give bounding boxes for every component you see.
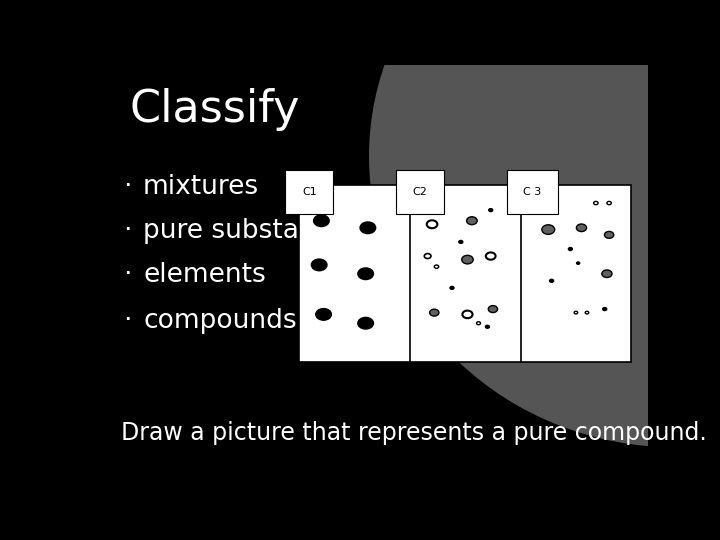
Circle shape xyxy=(467,217,477,225)
Circle shape xyxy=(549,279,554,282)
Circle shape xyxy=(424,254,431,259)
Circle shape xyxy=(577,262,580,264)
Circle shape xyxy=(585,311,589,314)
Circle shape xyxy=(462,310,472,318)
Circle shape xyxy=(602,270,612,278)
Text: C 3: C 3 xyxy=(523,187,541,197)
Circle shape xyxy=(542,225,554,234)
FancyBboxPatch shape xyxy=(300,185,631,362)
Circle shape xyxy=(486,252,495,260)
Circle shape xyxy=(462,255,473,264)
Text: compounds: compounds xyxy=(143,307,297,334)
Circle shape xyxy=(430,309,439,316)
Circle shape xyxy=(427,220,437,228)
Text: C2: C2 xyxy=(413,187,428,197)
Circle shape xyxy=(574,311,577,314)
Circle shape xyxy=(450,286,454,289)
Circle shape xyxy=(577,224,587,232)
Circle shape xyxy=(603,308,607,310)
Circle shape xyxy=(314,215,329,227)
Circle shape xyxy=(607,201,611,205)
Circle shape xyxy=(488,306,498,313)
Text: Draw a picture that represents a pure compound.: Draw a picture that represents a pure co… xyxy=(121,421,706,445)
Text: C1: C1 xyxy=(302,187,317,197)
Circle shape xyxy=(358,318,374,329)
Circle shape xyxy=(316,308,331,320)
Circle shape xyxy=(605,232,613,238)
Circle shape xyxy=(593,201,598,205)
Circle shape xyxy=(358,268,374,280)
Circle shape xyxy=(568,247,572,251)
Text: ·: · xyxy=(124,218,132,244)
Circle shape xyxy=(311,259,327,271)
Circle shape xyxy=(459,240,463,244)
Text: ·: · xyxy=(124,174,132,200)
Text: Classify: Classify xyxy=(129,87,300,131)
Circle shape xyxy=(477,322,480,325)
Text: ·: · xyxy=(124,262,132,288)
Circle shape xyxy=(485,325,490,328)
Text: ·: · xyxy=(124,307,132,334)
Circle shape xyxy=(489,208,492,212)
Circle shape xyxy=(360,222,376,234)
Text: mixtures: mixtures xyxy=(143,174,259,200)
Text: elements: elements xyxy=(143,262,266,288)
Ellipse shape xyxy=(369,0,720,447)
Text: pure substance: pure substance xyxy=(143,218,346,244)
Circle shape xyxy=(434,265,438,268)
